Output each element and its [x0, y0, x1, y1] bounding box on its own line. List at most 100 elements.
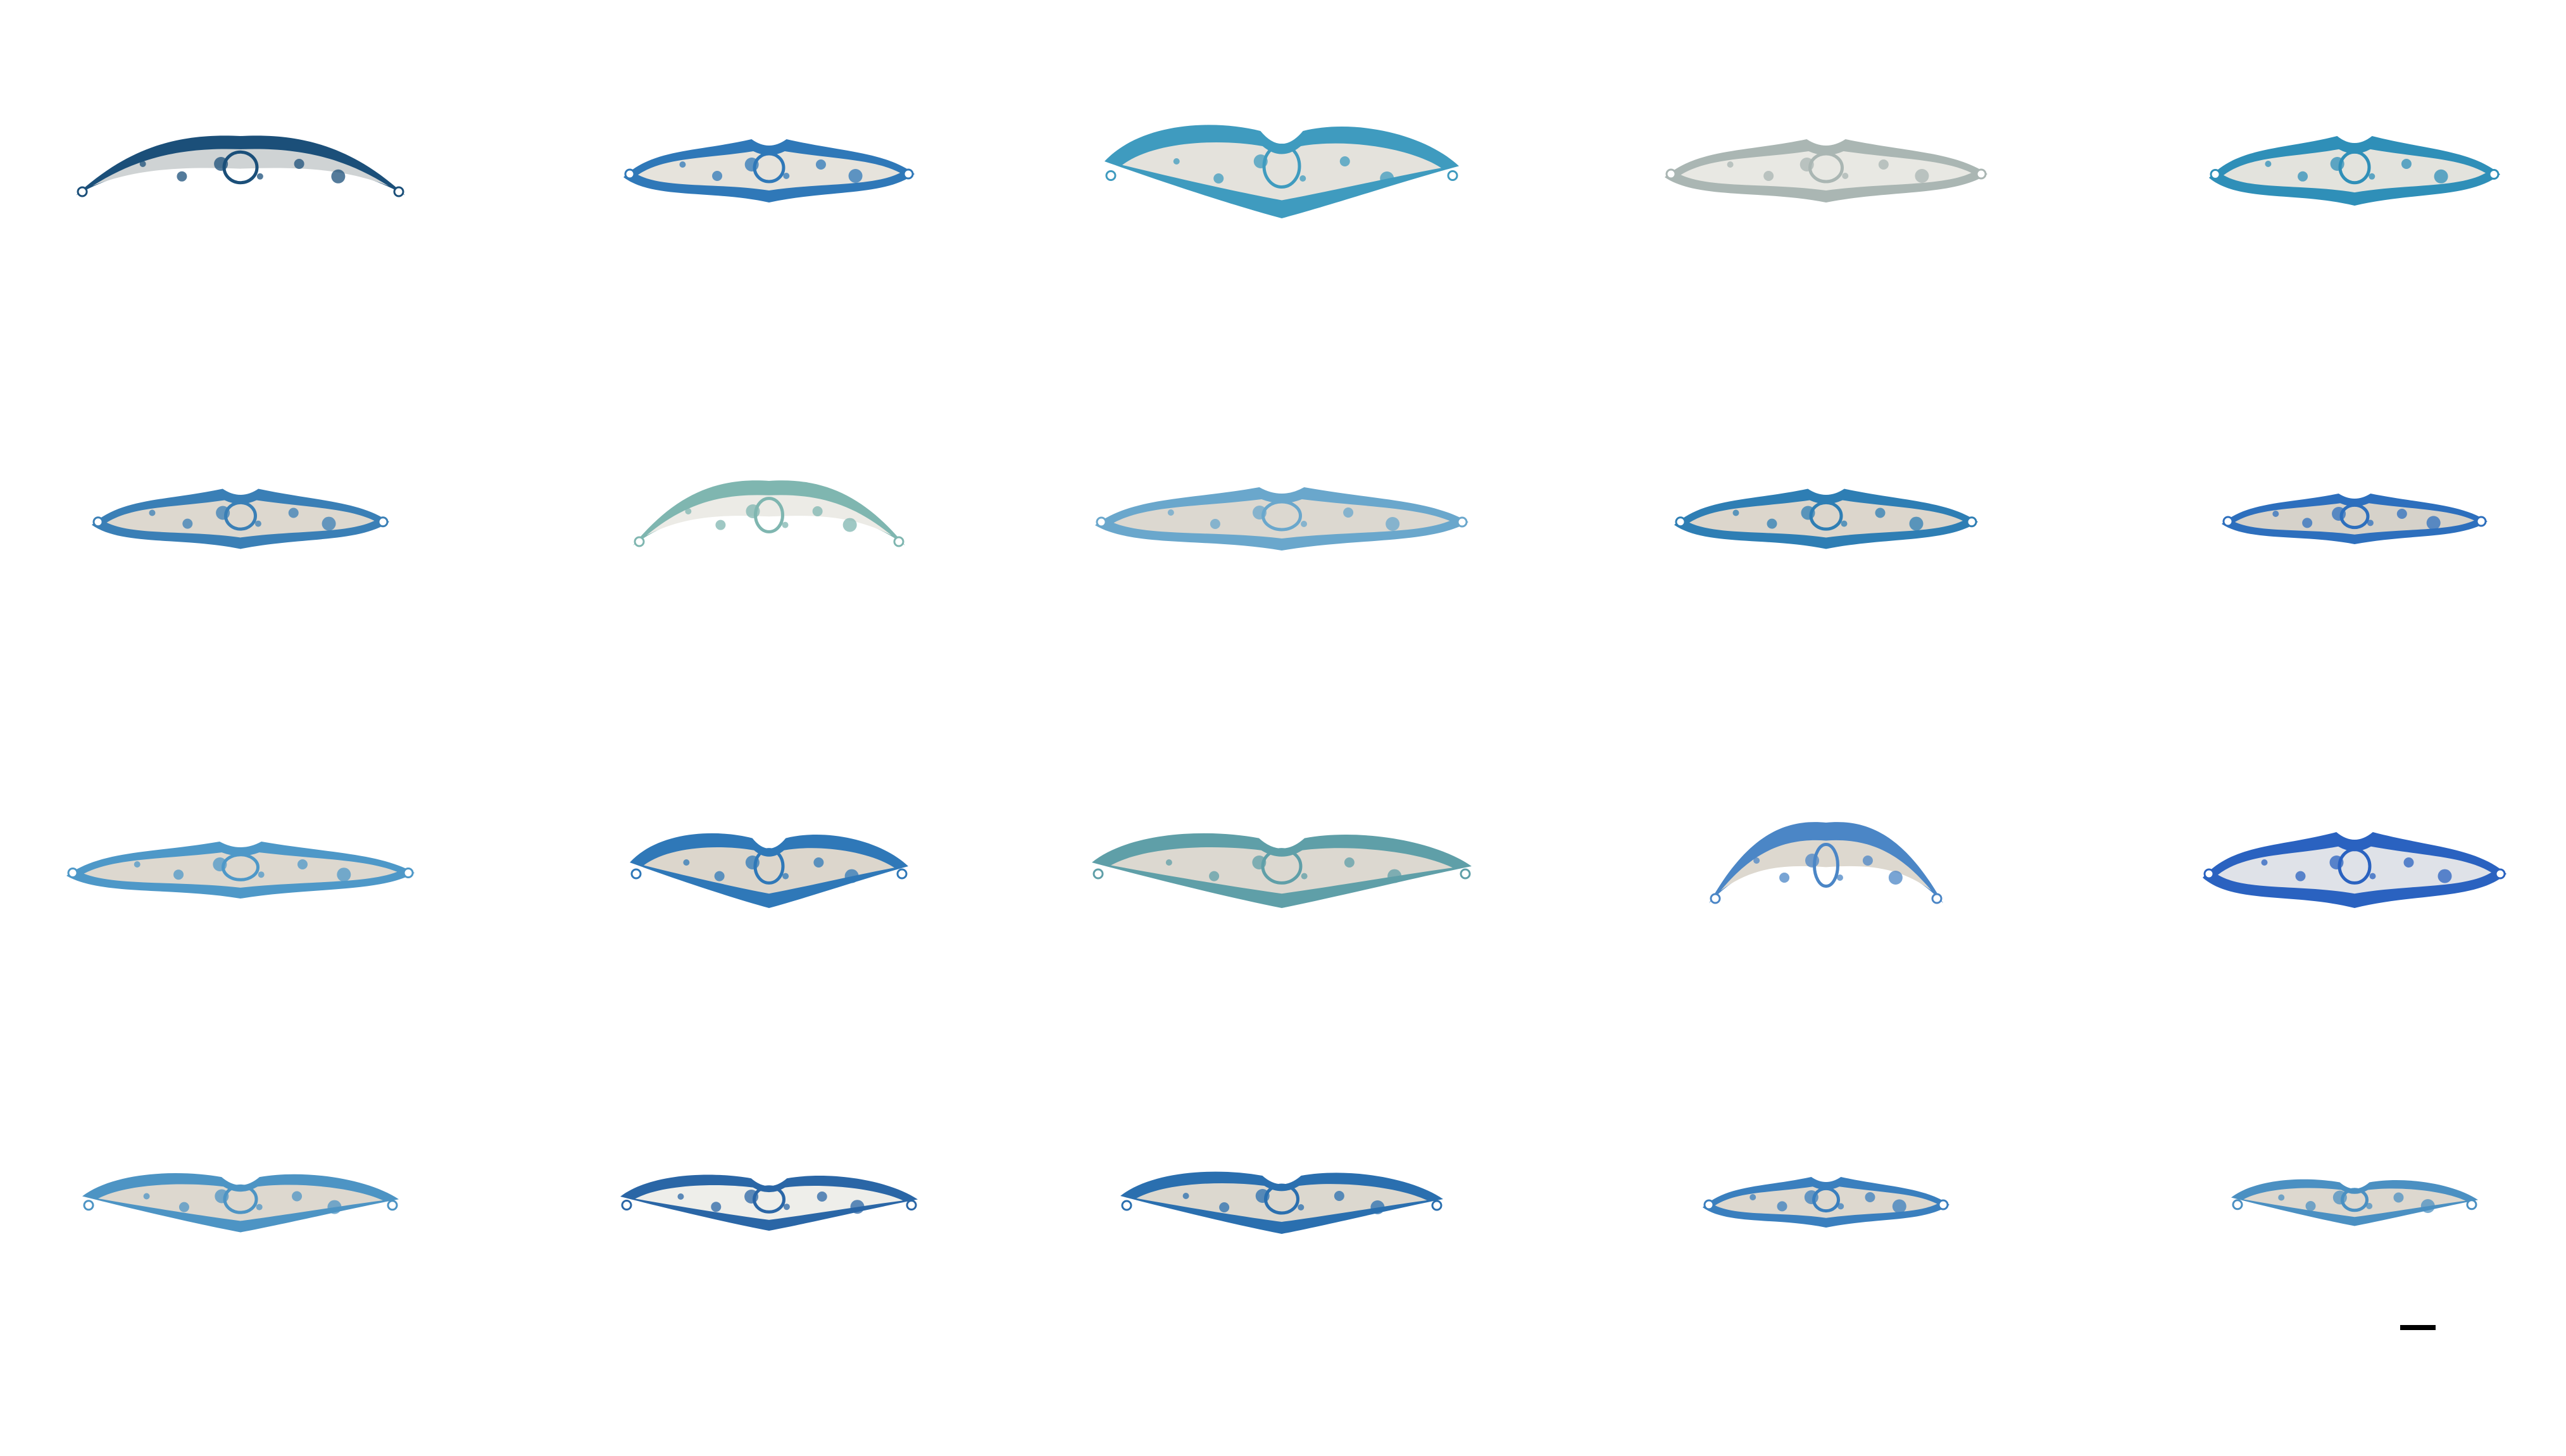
marginal-vein [1705, 1200, 1713, 1209]
marginal-vein [394, 187, 403, 196]
stained-cell [1837, 1203, 1844, 1209]
stained-cell [2272, 511, 2279, 517]
stained-cell [2401, 159, 2412, 169]
stained-cell [1370, 1200, 1384, 1214]
stained-cell [1779, 873, 1789, 883]
stained-cell [177, 171, 187, 182]
stained-cell [144, 1193, 150, 1200]
stained-cell [1875, 508, 1886, 518]
stained-cell [322, 517, 336, 531]
stained-cell [2438, 869, 2452, 883]
stained-cell [1301, 521, 1307, 527]
marginal-vein [2211, 170, 2220, 179]
stained-cell [337, 868, 351, 881]
marginal-vein [622, 1201, 631, 1210]
stained-cell [2393, 1193, 2403, 1203]
stained-cell [683, 859, 689, 866]
stained-cell [746, 856, 760, 869]
stained-cell [1733, 510, 1739, 516]
marginal-vein [1977, 170, 1986, 178]
marginal-vein [2224, 517, 2232, 526]
stained-cell [134, 861, 141, 868]
stained-cell [1213, 173, 1224, 184]
stained-cell [679, 161, 685, 168]
stained-cell [2296, 871, 2306, 881]
stained-cell [843, 518, 857, 532]
stained-cell [1334, 1191, 1344, 1201]
stained-cell [1777, 1201, 1787, 1211]
stained-cell [1879, 159, 1889, 170]
stained-cell [1863, 856, 1873, 866]
marginal-vein [2496, 869, 2505, 878]
stained-cell [849, 169, 863, 183]
stained-cell [1837, 874, 1843, 881]
marginal-vein [78, 187, 87, 196]
stained-cell [1380, 171, 1394, 185]
marginal-vein [625, 170, 634, 178]
stained-cell [1387, 869, 1401, 883]
stained-cell [2427, 516, 2441, 530]
stained-cell [715, 871, 725, 881]
stained-cell [1340, 156, 1350, 166]
stained-cell [813, 506, 823, 516]
stained-cell [2367, 520, 2374, 526]
stained-cell [2370, 873, 2376, 880]
marginal-vein [404, 869, 413, 878]
stained-cell [2302, 518, 2312, 528]
marginal-vein [1432, 1201, 1441, 1210]
stained-cell [1299, 175, 1306, 182]
stained-cell [215, 1190, 228, 1204]
stained-cell [1301, 873, 1308, 880]
marginal-vein [1932, 894, 1941, 903]
stained-cell [711, 1202, 721, 1212]
stained-cell [1209, 871, 1219, 881]
marginal-vein [1667, 170, 1675, 178]
marginal-vein [1106, 171, 1115, 180]
stained-cell [213, 857, 227, 871]
stained-cell [1256, 1189, 1270, 1203]
stained-cell [816, 159, 826, 170]
stained-cell [782, 873, 789, 880]
stained-cell [149, 510, 155, 516]
stained-cell [1727, 161, 1734, 168]
stained-cell [1183, 1193, 1189, 1199]
stained-cell [1763, 171, 1774, 181]
stained-cell [744, 1190, 758, 1204]
stained-cell [1252, 856, 1266, 869]
marginal-vein [84, 1201, 93, 1210]
stained-cell [289, 508, 299, 518]
stained-cell [2332, 507, 2346, 521]
stained-cell [715, 520, 725, 530]
stained-cell [1915, 169, 1929, 183]
stained-cell [1753, 857, 1760, 864]
stained-cell [1910, 517, 1924, 531]
stained-cell [2397, 509, 2407, 519]
marginal-vein [1967, 518, 1976, 526]
stained-cell [1800, 158, 1814, 171]
marginal-vein [2477, 517, 2486, 526]
stained-cell [1210, 519, 1220, 529]
stained-cell [782, 522, 789, 528]
stained-cell [2306, 1201, 2316, 1211]
marginal-vein [1448, 171, 1457, 180]
marginal-vein [1461, 869, 1470, 878]
stained-cell [1386, 517, 1399, 531]
marginal-vein [1711, 894, 1720, 903]
stained-cell [1253, 506, 1267, 520]
marginal-vein [379, 518, 387, 526]
stained-cell [216, 506, 230, 520]
stained-cell [2434, 170, 2448, 184]
stained-cell [685, 508, 691, 514]
stained-cell [1889, 871, 1903, 885]
stained-cell [817, 1192, 827, 1202]
marginal-vein [1676, 518, 1685, 526]
stained-cell [179, 1202, 189, 1212]
stained-cell [294, 159, 304, 169]
stained-cell [1805, 854, 1819, 868]
marginal-vein [904, 170, 913, 178]
stained-cell [2265, 161, 2271, 167]
stained-cell [1254, 154, 1268, 168]
stained-cell [1344, 857, 1355, 868]
stained-cell [257, 173, 263, 180]
